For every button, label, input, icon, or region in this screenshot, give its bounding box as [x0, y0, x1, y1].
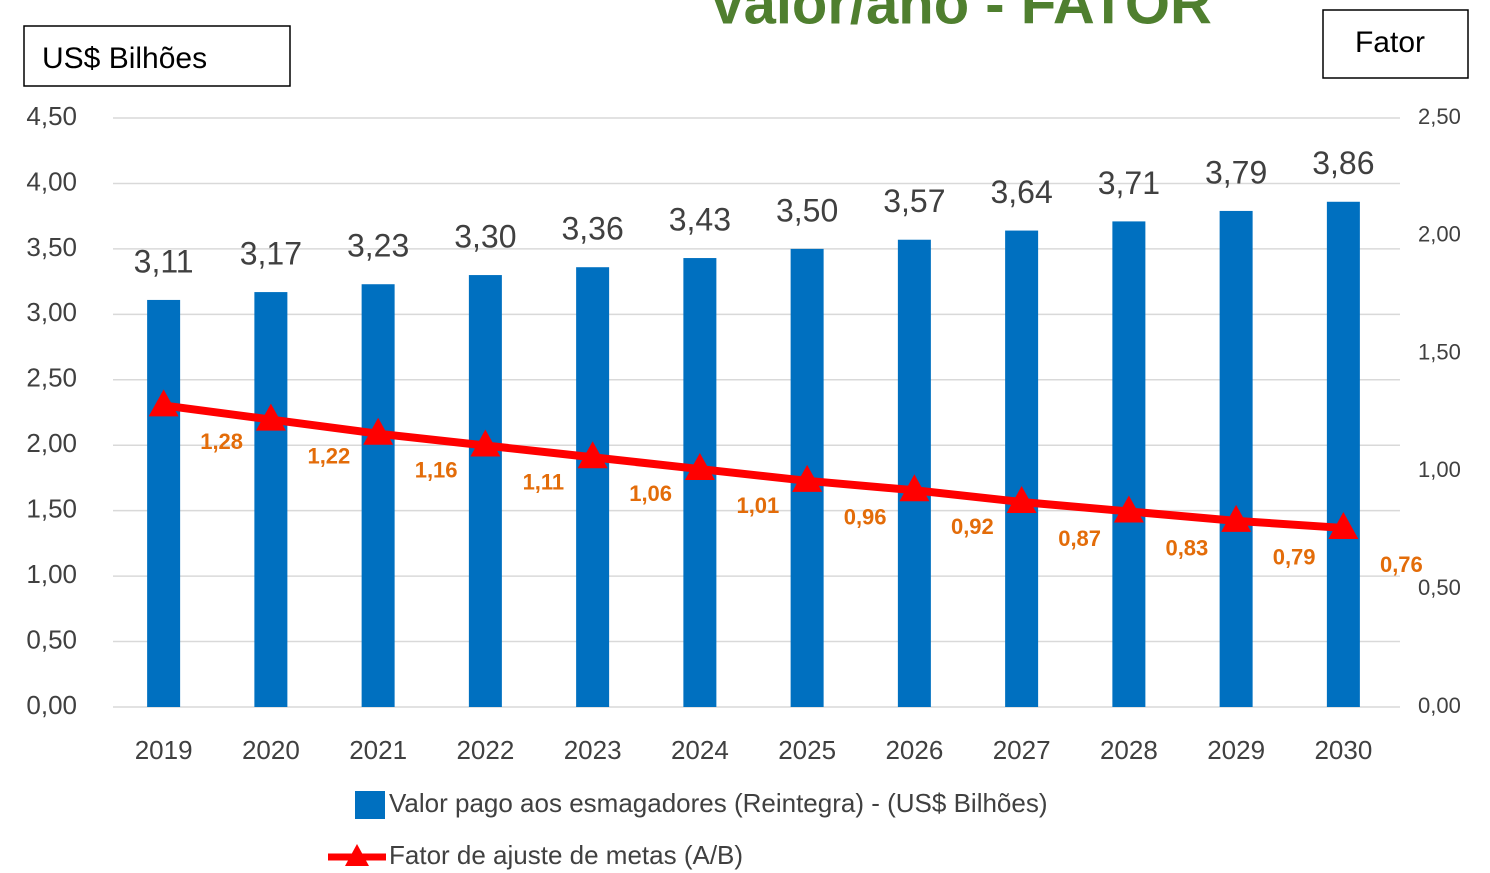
x-tick-label: 2024: [671, 735, 729, 765]
line-value-label: 1,28: [200, 429, 243, 454]
x-tick-label: 2023: [564, 735, 622, 765]
x-tick-label: 2020: [242, 735, 300, 765]
legend-label: Fator de ajuste de metas (A/B): [389, 840, 743, 870]
x-tick-label: 2021: [349, 735, 407, 765]
y-axis-label-box: [23, 25, 291, 87]
bar: [897, 239, 931, 707]
line-value-label: 1,11: [523, 469, 565, 494]
line-value-label: 0,79: [1273, 545, 1316, 570]
x-tick-label: 2022: [456, 735, 514, 765]
line-marker: [577, 441, 608, 469]
x-tick-label: 2019: [135, 735, 193, 765]
line-value-label: 1,22: [307, 443, 350, 468]
y2-tick-label: 0,00: [1418, 693, 1461, 718]
line: [163, 401, 1344, 532]
line-marker: [148, 389, 179, 417]
line-marker: [255, 403, 286, 431]
bar: [683, 258, 717, 707]
bar: [1219, 210, 1253, 708]
y-tick-label: 3,00: [26, 297, 77, 327]
y-tick-label: 3,50: [26, 232, 77, 262]
bar: [576, 267, 610, 707]
bar-value-label: 3,30: [454, 219, 516, 255]
bar: [1005, 230, 1039, 707]
bar-value-label: 3,57: [883, 183, 945, 219]
line-marker: [363, 417, 394, 445]
y-tick-label: 1,00: [26, 559, 77, 589]
bar-value-label: 3,71: [1098, 165, 1160, 201]
x-tick-label: 2025: [778, 735, 836, 765]
y2-axis-label: Fator: [1355, 26, 1425, 59]
bar-value-label: 3,79: [1205, 154, 1267, 190]
line-marker: [1221, 504, 1252, 532]
y2-tick-label: 2,00: [1418, 222, 1461, 247]
line-marker: [684, 453, 715, 481]
line-marker: [899, 474, 930, 502]
line-value-label: 0,96: [844, 505, 887, 530]
line-value-label: 0,83: [1165, 535, 1208, 560]
bar: [1326, 201, 1360, 707]
bar: [147, 299, 181, 707]
y-tick-label: 2,50: [26, 363, 77, 393]
line-value-label: 1,01: [736, 493, 779, 518]
bar-value-label: 3,86: [1312, 145, 1374, 181]
y-tick-label: 4,50: [26, 101, 77, 131]
line-value-label: 0,92: [951, 514, 994, 539]
x-tick-label: 2027: [993, 735, 1051, 765]
y2-axis-label-box: [1322, 9, 1469, 79]
x-tick-label: 2030: [1314, 735, 1372, 765]
x-tick-label: 2028: [1100, 735, 1158, 765]
line-marker: [470, 429, 501, 457]
bar-value-label: 3,64: [990, 174, 1052, 210]
bar: [468, 275, 502, 707]
line-marker: [1113, 495, 1144, 523]
legend-marker: [345, 844, 369, 866]
x-tick-label: 2029: [1207, 735, 1265, 765]
y-tick-label: 0,50: [26, 624, 77, 654]
line-value-label: 1,16: [415, 458, 458, 483]
bar-value-label: 3,36: [561, 211, 623, 247]
bar-value-label: 3,43: [669, 202, 731, 238]
bar-value-label: 3,50: [776, 192, 838, 228]
y2-tick-label: 1,00: [1418, 457, 1461, 482]
y2-tick-label: 0,50: [1418, 575, 1461, 600]
line-marker: [792, 464, 823, 492]
bar: [254, 292, 288, 707]
bar: [361, 284, 395, 707]
line-value-label: 1,06: [629, 481, 672, 506]
x-tick-label: 2026: [885, 735, 943, 765]
legend-label: Valor pago aos esmagadores (Reintegra) -…: [389, 788, 1048, 818]
chart-title: Valor/ano - FATOR: [708, 0, 1212, 36]
y-tick-label: 2,00: [26, 428, 77, 458]
y-axis-label: US$ Bilhões: [42, 42, 207, 75]
legend-swatch: [355, 791, 385, 819]
y-tick-label: 4,00: [26, 166, 77, 196]
line-value-label: 0,76: [1380, 552, 1423, 577]
y-tick-label: 0,00: [26, 690, 77, 720]
y2-tick-label: 2,50: [1418, 104, 1461, 129]
line-marker: [1006, 486, 1037, 514]
line-value-label: 0,87: [1058, 526, 1101, 551]
bar-value-label: 3,17: [240, 236, 302, 272]
y-tick-label: 1,50: [26, 494, 77, 524]
bar-value-label: 3,23: [347, 228, 409, 264]
line-marker: [1328, 511, 1359, 539]
y2-tick-label: 1,50: [1418, 339, 1461, 364]
bar-value-label: 3,11: [134, 243, 194, 279]
bar: [1112, 221, 1146, 707]
